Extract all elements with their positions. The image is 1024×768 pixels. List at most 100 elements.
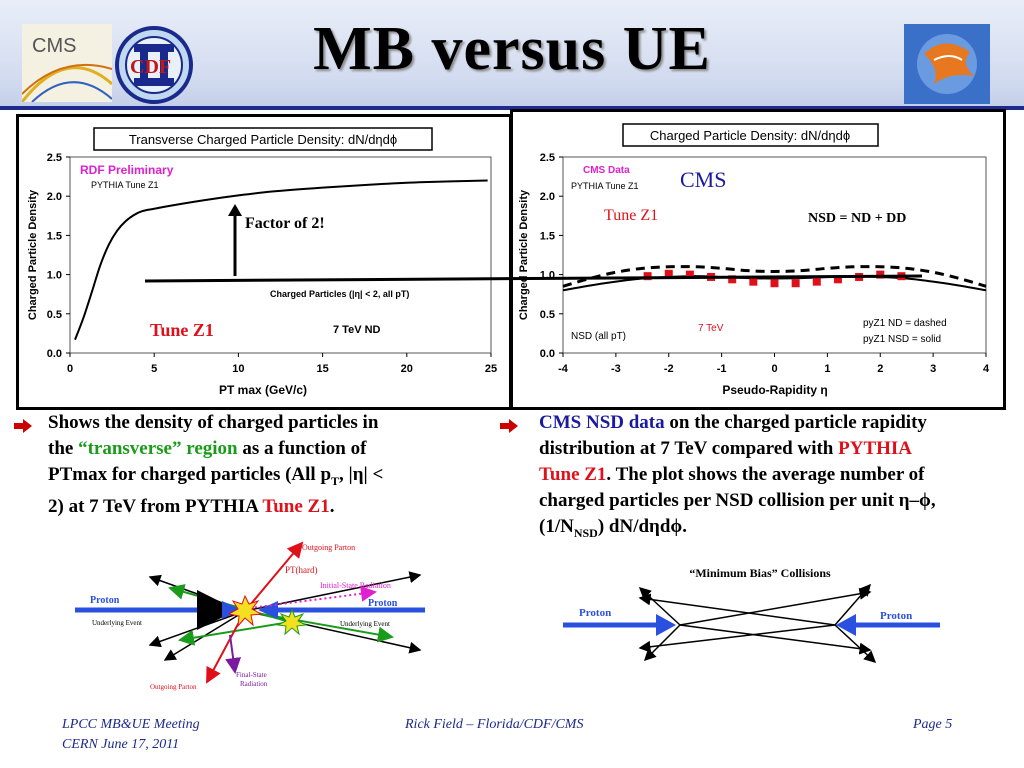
right-bullet-line-5a: (1/N [539,516,574,537]
pythia-text: PYTHIA [838,438,913,459]
left-x-tick-label: 25 [485,363,497,375]
right-cms-data-label: CMS Data [583,165,630,176]
right-x-tick-label: 2 [877,363,883,375]
gator-logo-icon [904,24,990,104]
cms-data-point [812,277,821,286]
footer-meeting: LPCC MB&UE Meeting [62,717,200,732]
cms-data-point [664,269,673,278]
right-series-dashed-line [562,265,987,288]
right-x-tick-label: 3 [930,363,936,375]
right-nsd-pt-label: NSD (all pT) [571,331,626,342]
header-divider [0,106,1024,110]
right-tune-z1-text: Tune Z1 [539,464,607,485]
left-bullet-line-3b: , |η| < [339,464,384,485]
footer-page: Page 5 [913,717,953,732]
left-y-tick-label: 0.0 [47,348,62,360]
left-bullet-line-2c: as a function of [237,438,367,459]
left-bullet-line-2a: the [48,438,79,459]
left-x-tick-label: 20 [401,363,413,375]
right-chart-title: Charged Particle Density: dN/dηdϕ [650,128,850,143]
left-y-tick-label: 0.5 [47,309,62,321]
right-y-tick-label: 1.5 [540,230,555,242]
right-cms-label: CMS [680,167,726,192]
left-tune-z1-text: Tune Z1 [262,495,330,517]
pt-subscript: T [331,473,340,488]
left-x-tick-label: 15 [316,363,328,375]
right-x-ticks: -4 -3 -2 -1 0 1 2 3 4 [558,353,990,375]
cms-data-point [643,272,652,281]
left-y-tick-label: 1.0 [47,270,62,282]
right-bullet-line-4: charged particles per NSD collision per … [539,490,936,511]
cdf-logo-icon: CDF [115,26,193,104]
right-chart: Charged Particle Density: dN/dηdϕ 0.0 0.5… [518,123,990,397]
left-y-axis-label: Charged Particle Density [27,189,39,320]
left-y-tick-label: 1.5 [47,230,62,242]
legend-dashed: pyZ1 ND = dashed [863,318,947,329]
left-x-tick-label: 0 [67,363,73,375]
right-bullet-line-1b: on the charged particle rapidity [664,412,927,433]
right-chart-title-box [622,123,879,147]
right-tune-z1-label: Tune Z1 [604,207,658,224]
left-y-tick-label: 2.5 [47,152,62,164]
left-bullet-line-4c: . [329,495,335,517]
right-y-tick-label: 2.5 [540,152,555,164]
cms-data-point [685,270,694,279]
cms-data-point [728,275,737,284]
left-bullet-text: Shows the density of charged particles i… [48,410,478,520]
right-x-axis-label: Pseudo-Rapidity η [722,383,827,397]
left-chart: Transverse Charged Particle Density: dN/… [27,127,497,397]
legend-solid: pyZ1 NSD = solid [863,334,941,345]
factor-arrow-head-icon [228,204,242,216]
right-bullet-line-2a: distribution at 7 TeV compared with [539,438,839,459]
right-x-tick-label: 0 [771,363,777,375]
right-chart-panel [510,109,1006,410]
right-y-axis-label: Charged Particle Density [518,189,530,320]
left-y-ticks: 0.0 0.5 1.0 1.5 2.0 2.5 [47,152,70,360]
footer-author: Rick Field – Florida/CDF/CMS [405,717,584,732]
cms-logo-icon: CMS [22,24,112,102]
right-bullet-line-3b: . The plot shows the average number of [606,464,925,485]
transverse-region-text: “transverse” region [78,438,238,459]
left-y-tick-label: 2.0 [47,191,62,203]
left-plot-area [69,156,492,354]
cms-data-point [791,279,800,288]
left-bullet-line-4a: 2) at 7 TeV from PYTHIA [48,495,263,517]
cms-data-point [833,275,842,284]
left-preliminary-label: RDF Preliminary [80,163,174,177]
nsd-definition-label: NSD = ND + DD [808,211,906,226]
left-bullet-line-1: Shows the density of charged particles i… [48,412,379,433]
footer-date: CERN June 17, 2011 [62,737,180,752]
left-chart-title: Transverse Charged Particle Density: dN/… [129,132,397,147]
cms-data-point [749,277,758,286]
right-x-tick-label: -2 [664,363,674,375]
nsd-subscript: NSD [573,525,598,540]
left-cuts-label: Charged Particles (|η| < 2, all pT) [270,289,409,299]
left-bullet-arrow-icon [14,419,32,433]
left-energy-label: 7 TeV ND [333,324,381,336]
cms-data-point [876,270,885,279]
left-x-axis-label: PT max (GeV/c) [219,383,307,397]
left-x-tick-label: 5 [151,363,157,375]
right-x-tick-label: -1 [717,363,727,375]
right-y-tick-label: 0.0 [540,348,555,360]
right-energy-label: 7 TeV [698,323,724,334]
right-bullet-line-5b: ) dN/dηdϕ. [597,516,688,537]
slide-title: MB versus UE [313,15,711,83]
right-x-tick-label: -3 [611,363,621,375]
left-chart-title-box [93,127,433,151]
left-chart-panel [16,114,512,410]
left-tune-label: PYTHIA Tune Z1 [91,180,159,190]
right-y-ticks: 0.00.51.01.52.02.5 [540,152,563,360]
svg-text:CDF: CDF [130,56,171,78]
right-x-tick-label: 1 [824,363,830,375]
density-reference-line [144,274,923,283]
svg-text:CMS: CMS [32,35,76,57]
right-bullet-text: CMS NSD data on the charged particle rap… [539,410,1024,546]
right-bullet-arrow-icon [500,419,518,433]
right-x-tick-label: -4 [558,363,569,375]
cms-nsd-data-text: CMS NSD data [539,412,665,433]
left-x-tick-label: 10 [232,363,244,375]
right-x-tick-label: 4 [983,363,990,375]
right-y-tick-label: 2.0 [540,191,555,203]
